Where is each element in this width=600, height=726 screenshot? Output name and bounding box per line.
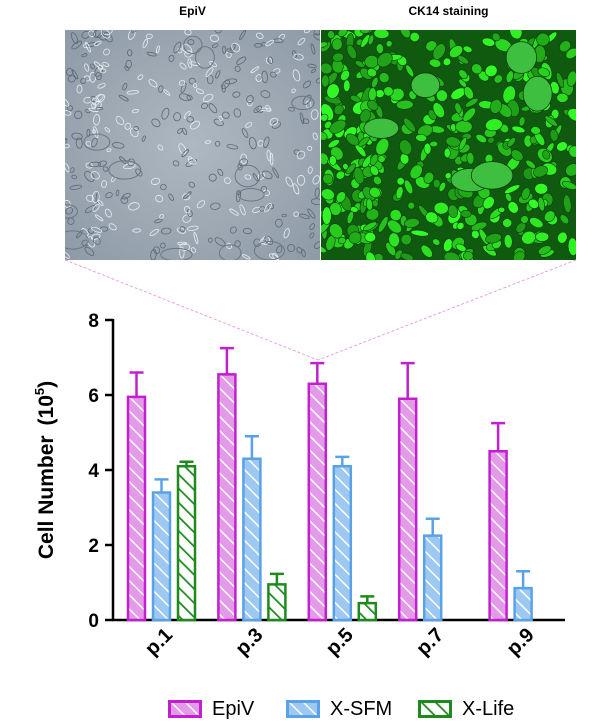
legend-label-xlife: X-Life [462,697,515,720]
chart-legend: EpiV X-SFM X-Life [0,694,600,724]
y-tick-label: 8 [88,311,99,332]
bar-xsfm [332,465,353,622]
bar-xsfm [422,534,443,622]
y-tick-label: 0 [88,611,99,632]
bar-epiv [307,382,328,622]
chart-bars [126,346,533,622]
x-tick-label: p.7 [412,624,448,660]
x-tick-label: p.3 [231,624,267,660]
bar-xlife [357,601,378,622]
bar-xlife [267,583,287,622]
legend-item-xlife: X-Life [418,694,514,724]
bar-xsfm [513,586,533,622]
legend-swatch-xlife [418,700,452,718]
legend-item-xsfm: X-SFM [286,694,392,724]
bar-epiv [217,373,237,622]
ck14-staining-image [321,30,576,260]
bar-epiv [126,395,147,622]
y-tick-label: 4 [88,461,99,482]
zoom-connector-left [64,259,319,361]
zoom-connector-right [317,259,577,361]
left-panel-title: EpiV [179,4,206,18]
bar-epiv [397,397,418,622]
x-tick-label: p.1 [141,624,177,660]
x-tick-label: p.9 [503,624,539,660]
legend-swatch-epiv [168,700,202,718]
right-panel-title: CK14 staining [408,4,489,18]
legend-item-epiv: EpiV [168,694,254,724]
phase-contrast-image [65,30,320,260]
bar-xsfm [242,457,262,622]
bar-xlife [176,465,197,622]
x-tick-label: p.5 [322,624,358,660]
bar-xsfm [151,491,172,622]
legend-label-epiv: EpiV [212,697,255,720]
y-tick-label: 2 [88,536,99,557]
legend-label-xsfm: X-SFM [330,697,393,720]
legend-swatch-xsfm [286,700,320,718]
y-axis-label: Cell Number(105) [32,381,58,559]
y-tick-label: 6 [88,386,99,407]
bar-epiv [488,450,508,622]
